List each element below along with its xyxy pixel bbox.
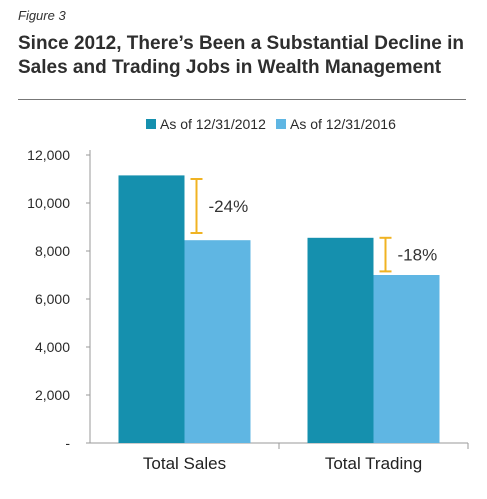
x-tick-label: Total Trading [325,454,422,473]
x-tick-label: Total Sales [143,454,226,473]
bar [184,240,251,443]
figure-label: Figure 3 [18,8,66,23]
title-divider [18,99,466,100]
y-tick-label: 10,000 [27,195,70,211]
y-tick-label: 4,000 [35,339,70,355]
bar [307,237,374,443]
y-tick-label: 8,000 [35,243,70,259]
legend-label: As of 12/31/2012 [160,116,266,132]
change-label: -18% [398,246,438,265]
change-label: -24% [209,197,249,216]
y-tick-label: 2,000 [35,387,70,403]
y-tick-label: 12,000 [27,147,70,163]
bar [118,175,185,443]
bar [373,275,440,443]
legend-swatch [146,119,156,129]
legend-label: As of 12/31/2016 [290,116,396,132]
legend-swatch [276,119,286,129]
y-tick-label: - [65,435,70,451]
chart-title: Since 2012, There’s Been a Substantial D… [18,33,464,78]
y-tick-label: 6,000 [35,291,70,307]
